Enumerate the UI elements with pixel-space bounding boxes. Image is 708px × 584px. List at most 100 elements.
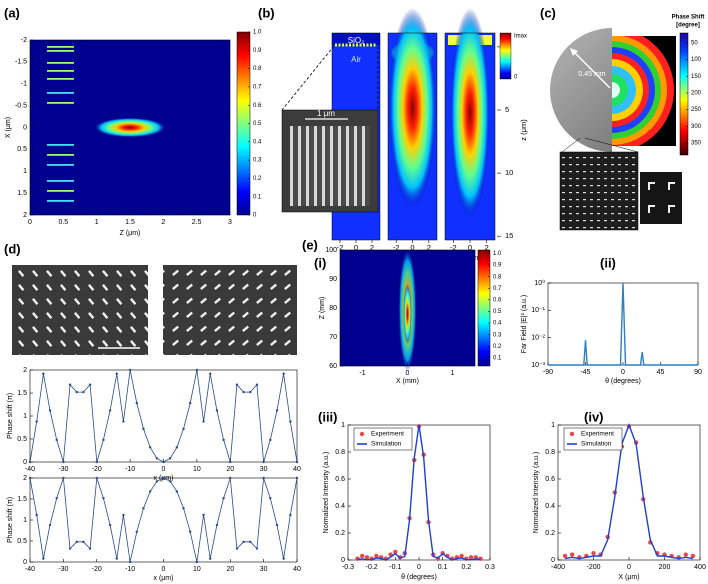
x-tick-label: 0: [621, 369, 625, 376]
data-point: [255, 547, 259, 550]
series-line: [548, 282, 698, 366]
data-point: [295, 476, 299, 480]
legend-marker: [359, 431, 365, 437]
panel-label: (b): [258, 5, 275, 20]
y-tick-label: 0: [551, 557, 555, 564]
colorbar-tick-label: 1.0: [253, 30, 262, 36]
colorbar-tick-label: 0.2: [253, 176, 262, 182]
legend-label: Simulation: [371, 441, 402, 448]
colorbar: [499, 32, 512, 80]
data-point: [48, 523, 52, 527]
y-tick-label: 60: [329, 363, 337, 370]
y-tick-label: 15: [505, 231, 513, 240]
x-tick-label: 0: [162, 566, 166, 573]
y-tick-label: 2: [23, 367, 27, 374]
colorbar: [679, 32, 689, 156]
x-tick-label: 0: [410, 243, 414, 252]
antenna: [648, 182, 655, 190]
data-point: [62, 460, 65, 464]
data-point: [115, 372, 118, 375]
y-tick-label: 0: [23, 459, 27, 466]
y-tick-label: 1: [341, 422, 345, 429]
y-tick-label: 0.8: [545, 449, 555, 456]
focal-spot: [94, 117, 166, 138]
data-point: [249, 540, 252, 544]
data-point: [275, 523, 279, 527]
data-point: [128, 368, 132, 372]
y-tick-label: 70: [329, 334, 337, 341]
x-tick-label: -30: [58, 566, 68, 573]
data-point: [202, 420, 205, 423]
data-point: [242, 390, 245, 394]
data-point: [122, 420, 125, 423]
data-point: [135, 401, 138, 405]
data-point: [215, 409, 219, 412]
data-point: [155, 457, 159, 460]
x-tick-label: 30: [260, 466, 268, 473]
colorbar-tick-label: 100: [691, 57, 702, 63]
y-tick-label: 2: [23, 475, 27, 482]
grating-stripe: [47, 92, 74, 94]
data-point: [175, 446, 179, 449]
series-line: [357, 424, 481, 561]
panel-label: (iii): [318, 409, 338, 424]
y-axis-label: X (μm): [5, 117, 12, 138]
panel-label: (iv): [584, 409, 604, 424]
x-axis-label: X (μm): [618, 574, 639, 581]
x-tick-label: 0: [417, 564, 421, 571]
x-tick-label: -2: [337, 243, 344, 252]
colorbar: [477, 249, 491, 367]
y-tick-label: -0.5: [15, 102, 27, 109]
y-tick-label: 0.5: [17, 146, 27, 153]
y-tick-label: 10⁰: [534, 279, 545, 287]
data-point: [195, 368, 199, 372]
colorbar-tick-label: 0.5: [493, 309, 502, 315]
x-tick-label: 45: [657, 369, 665, 376]
grating-stripe: [47, 50, 74, 52]
data-point: [115, 557, 118, 560]
y-tick-label: 0.4: [545, 503, 555, 510]
grating-stripe: [47, 78, 74, 80]
x-tick-label: 90: [694, 369, 702, 376]
antenna: [668, 205, 675, 213]
colorbar-tick-label: 0: [253, 213, 257, 219]
panel-label: (e): [302, 237, 318, 252]
y-axis-label: z (μm): [519, 119, 528, 141]
colorbar-tick-label: 0.9: [493, 263, 502, 269]
x-tick-label: -40: [25, 466, 35, 473]
y-tick-label: 1.5: [17, 496, 27, 503]
data-point: [175, 490, 179, 493]
y-tick-label: 1.5: [17, 390, 27, 397]
y-tick-label: 10: [505, 168, 513, 177]
data-point: [142, 427, 145, 431]
x-tick-label: 0: [28, 219, 32, 226]
phase-ring: [612, 82, 620, 98]
colorbar-tick-label: 0.3: [253, 158, 262, 164]
x-tick-label: 0.1: [438, 564, 448, 571]
x-tick-label: -45: [580, 369, 590, 376]
x-tick-label: 10: [193, 566, 201, 573]
data-point: [195, 560, 199, 564]
data-point: [364, 555, 370, 560]
y-tick-label: 1.5: [17, 190, 27, 197]
y-tick-label: 0.5: [17, 436, 27, 443]
grating-stripe: [47, 70, 74, 72]
grating-stripe: [47, 62, 74, 64]
y-tick-label: 2: [23, 212, 27, 219]
y-tick-label: 10⁻³: [531, 362, 545, 369]
y-tick-label: 0.5: [17, 538, 27, 545]
y-tick-label: 1: [23, 517, 27, 524]
data-point: [222, 496, 225, 500]
annotation: 0.45 mm: [578, 71, 605, 78]
data-point: [269, 438, 272, 442]
colorbar-tick-label: 150: [691, 74, 702, 80]
x-tick-label: 400: [694, 564, 706, 571]
x-tick-label: -20: [92, 466, 102, 473]
data-point: [68, 383, 72, 386]
y-tick-label: 10⁻¹: [531, 307, 545, 314]
data-point: [182, 427, 185, 431]
x-tick-label: -0.1: [389, 564, 401, 571]
data-point: [102, 438, 105, 442]
x-tick-label: 20: [226, 566, 234, 573]
sem-image: [12, 265, 148, 355]
